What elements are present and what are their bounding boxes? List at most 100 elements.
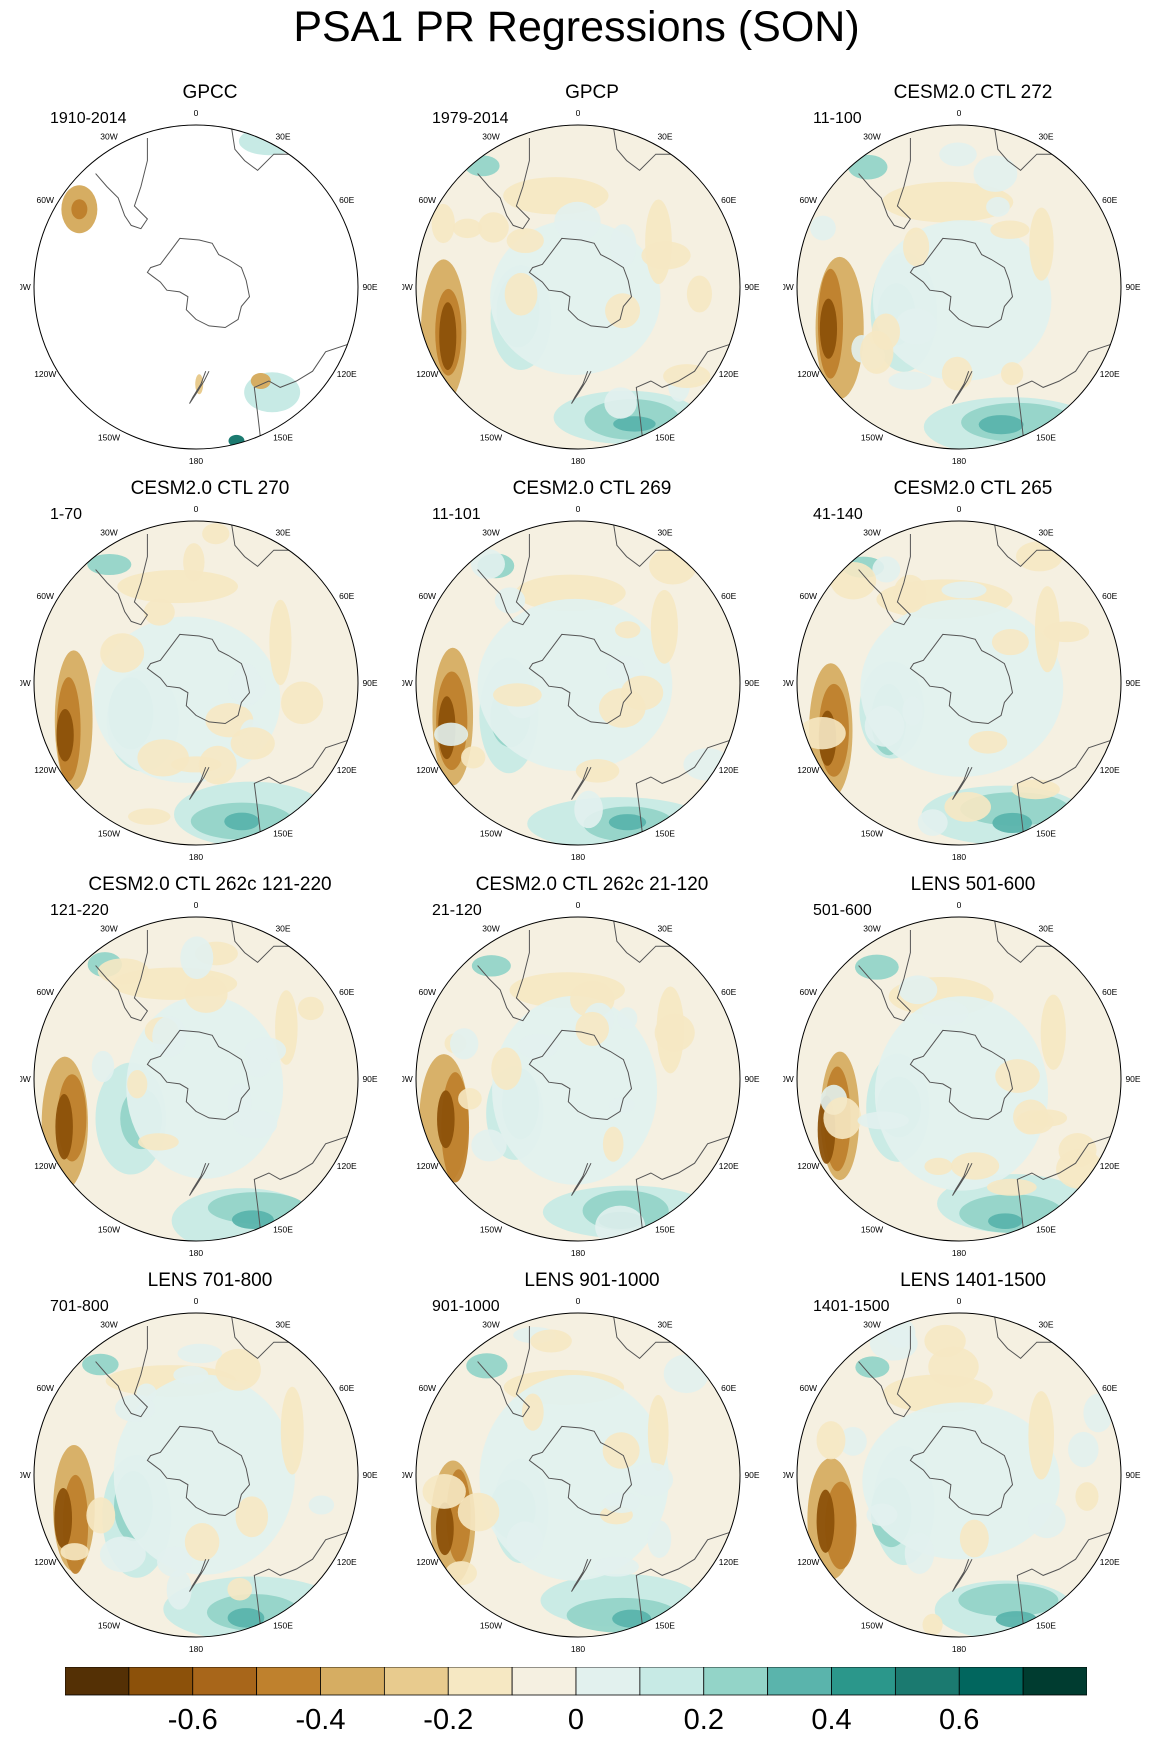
polar-map: 0 30E 60E 90E 120E 150E 180 150W 120W 90W 60W 30W: [783, 504, 1141, 862]
longitude-label: 30W: [100, 923, 117, 933]
longitude-label: 120W: [416, 369, 438, 379]
longitude-label: 60E: [721, 987, 736, 997]
longitude-label: 60E: [1102, 195, 1117, 205]
longitude-label: 90E: [362, 282, 377, 292]
longitude-label: 90E: [1125, 1470, 1140, 1480]
panel-period: 1401-1500: [813, 1298, 890, 1315]
panel-title: LENS 701-800: [147, 1270, 273, 1291]
longitude-label: 150W: [861, 1225, 883, 1235]
map-panel: 0 30E 60E 90E 120E 150E 180 150W 120W 90W 60W 30W LE…: [783, 874, 1153, 1269]
regression-field: [416, 521, 740, 845]
longitude-label: 90E: [362, 1074, 377, 1084]
longitude-label: 90E: [744, 1074, 759, 1084]
longitude-label: 30W: [863, 1319, 880, 1329]
longitude-label: 150W: [480, 1225, 502, 1235]
longitude-label: 90E: [1125, 1074, 1140, 1084]
colorbar-tick-label: -0.4: [295, 1704, 346, 1736]
longitude-label: 120E: [337, 369, 357, 379]
panel-title: GPCP: [565, 82, 619, 103]
coastlines: [95, 920, 351, 1233]
longitude-label: 150E: [273, 829, 293, 839]
panel-period: 901-1000: [432, 1298, 500, 1315]
longitude-label: 120E: [337, 765, 357, 775]
coastlines: [858, 128, 1114, 441]
colorbar-swatch: [383, 1666, 449, 1696]
panel-period: 21-120: [432, 902, 482, 919]
longitude-label: 60E: [721, 1383, 736, 1393]
panel-title: CESM2.0 CTL 272: [893, 82, 1053, 103]
map-panel: 0 30E 60E 90E 120E 150E 180 150W 120W 90W 60W 30W CE…: [402, 874, 782, 1269]
map-border: [415, 1312, 741, 1638]
longitude-label: 90W: [783, 678, 794, 688]
longitude-label: 0: [194, 900, 199, 910]
panel-title: LENS 901-1000: [524, 1270, 660, 1291]
polar-map: 0 30E 60E 90E 120E 150E 180 150W 120W 90W 60W 30W: [783, 108, 1141, 466]
longitude-label: 120E: [337, 1161, 357, 1171]
panel-period: 1979-2014: [432, 110, 509, 127]
longitude-label: 60E: [721, 195, 736, 205]
longitude-label: 30W: [100, 131, 117, 141]
map-border: [33, 124, 359, 450]
longitude-label: 90E: [362, 678, 377, 688]
panel-period: 701-800: [50, 1298, 109, 1315]
longitude-label: 150W: [98, 829, 120, 839]
map-border: [796, 520, 1122, 846]
longitude-label: 60W: [37, 987, 54, 997]
polar-map: 0 30E 60E 90E 120E 150E 180 150W 120W 90W 60W 30W: [20, 900, 378, 1258]
map-panel: 0 30E 60E 90E 120E 150E 180 150W 120W 90W 60W 30W LE…: [402, 1270, 782, 1665]
panel-period: 1-70: [50, 506, 83, 523]
longitude-label: 0: [957, 1296, 962, 1306]
longitude-label: 60W: [419, 1383, 436, 1393]
longitude-label: 180: [571, 1248, 585, 1258]
colorbar-tick-label: -0.2: [423, 1704, 474, 1736]
longitude-label: 0: [194, 108, 199, 118]
coastlines: [477, 524, 733, 837]
longitude-label: 90E: [744, 282, 759, 292]
longitude-label: 150W: [98, 1225, 120, 1235]
map-border: [415, 124, 741, 450]
longitude-label: 120W: [416, 765, 438, 775]
longitude-label: 90W: [402, 1074, 413, 1084]
longitude-label: 150E: [655, 1621, 675, 1631]
longitude-label: 120E: [719, 1557, 739, 1567]
longitude-label: 150W: [861, 1621, 883, 1631]
polar-map: 0 30E 60E 90E 120E 150E 180 150W 120W 90W 60W 30W: [402, 1296, 760, 1654]
longitude-label: 0: [576, 504, 581, 514]
longitude-label: 90W: [783, 282, 794, 292]
polar-map: 0 30E 60E 90E 120E 150E 180 150W 120W 90W 60W 30W: [783, 1296, 1141, 1654]
colorbar-swatch: [447, 1666, 513, 1696]
panel-period: 11-100: [813, 110, 862, 127]
panel-title: CESM2.0 CTL 269: [512, 478, 672, 499]
map-border: [796, 1312, 1122, 1638]
colorbar-tick-label: 0.6: [939, 1704, 980, 1736]
longitude-label: 180: [189, 456, 203, 466]
longitude-label: 30E: [275, 923, 290, 933]
map-panel: 0 30E 60E 90E 120E 150E 180 150W 120W 90W 60W 30W CE…: [20, 478, 400, 873]
map-border: [33, 1312, 359, 1638]
longitude-label: 90E: [1125, 282, 1140, 292]
colorbar-tick-label: 0: [567, 1704, 585, 1736]
polar-map: 0 30E 60E 90E 120E 150E 180 150W 120W 90W 60W 30W: [783, 900, 1141, 1258]
longitude-label: 30E: [657, 527, 672, 537]
regression-field: [416, 917, 740, 1241]
longitude-label: 150E: [273, 1225, 293, 1235]
map-panel: 0 30E 60E 90E 120E 150E 180 150W 120W 90W 60W 30W LE…: [20, 1270, 400, 1665]
longitude-label: 180: [189, 852, 203, 862]
longitude-label: 120W: [797, 765, 819, 775]
panel-title: CESM2.0 CTL 262c 21-120: [475, 874, 709, 895]
longitude-label: 60W: [800, 1383, 817, 1393]
panel-title: GPCC: [182, 82, 238, 103]
colorbar-swatches: [64, 1666, 1088, 1696]
colorbar-swatch: [767, 1666, 832, 1696]
longitude-label: 90E: [744, 678, 759, 688]
regression-field: [797, 125, 1121, 449]
longitude-label: 120W: [416, 1557, 438, 1567]
longitude-label: 60W: [37, 591, 54, 601]
map-panel: 0 30E 60E 90E 120E 150E 180 150W 120W 90W 60W 30W CE…: [402, 478, 782, 873]
longitude-label: 30E: [275, 1319, 290, 1329]
longitude-label: 60E: [721, 591, 736, 601]
longitude-label: 90W: [402, 1470, 413, 1480]
longitude-label: 0: [576, 1296, 581, 1306]
longitude-label: 120W: [34, 765, 56, 775]
colorbar-tick-label: 0.2: [683, 1704, 724, 1736]
